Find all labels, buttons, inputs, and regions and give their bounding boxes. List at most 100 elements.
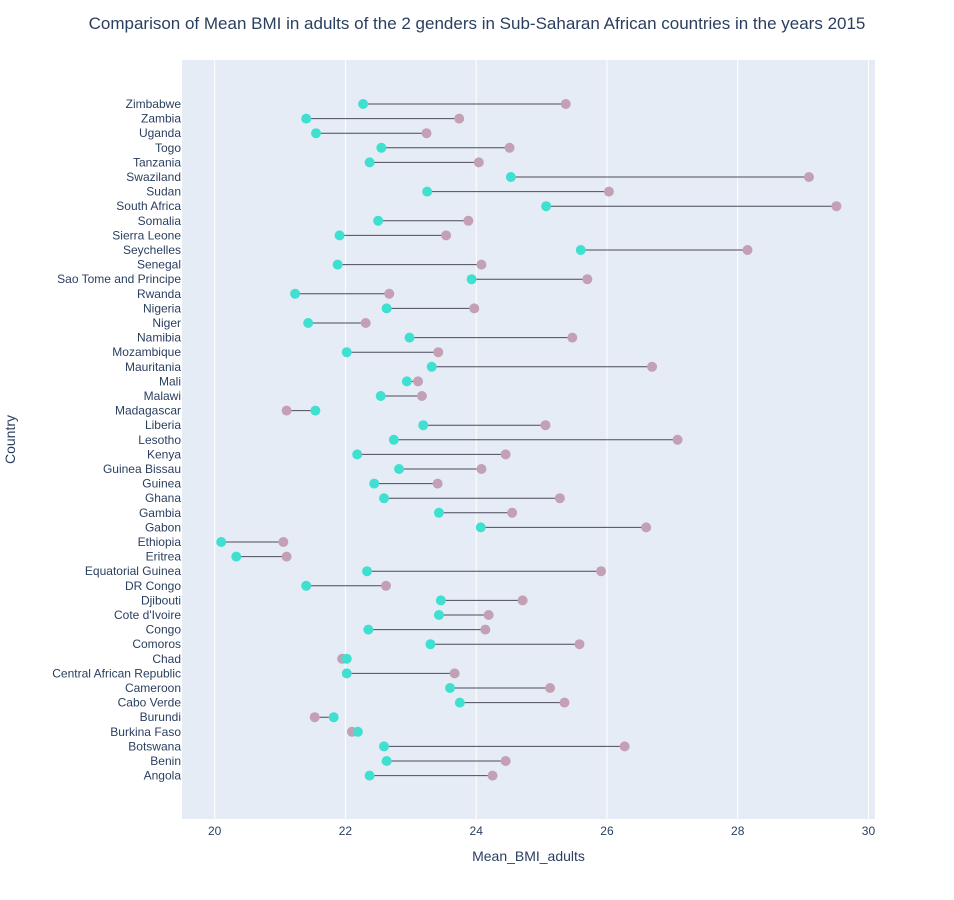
female-marker[interactable] [483, 610, 494, 620]
female-marker[interactable] [831, 201, 842, 212]
female-marker[interactable] [413, 376, 424, 387]
male-marker[interactable] [369, 478, 380, 489]
male-marker[interactable] [364, 157, 375, 168]
male-marker[interactable] [332, 259, 343, 270]
female-marker[interactable] [416, 391, 427, 401]
female-marker[interactable] [449, 668, 460, 679]
female-marker[interactable] [476, 259, 487, 270]
female-marker[interactable] [360, 318, 371, 328]
female-marker[interactable] [384, 288, 395, 299]
female-marker[interactable] [309, 712, 320, 723]
female-marker[interactable] [647, 361, 658, 372]
male-marker[interactable] [301, 580, 312, 591]
y-tick-label: Sierra Leone [112, 228, 181, 242]
male-marker[interactable] [352, 449, 363, 460]
female-marker[interactable] [641, 522, 652, 533]
female-marker[interactable] [278, 537, 289, 547]
female-marker[interactable] [421, 128, 432, 139]
x-tick-label: 20 [208, 824, 222, 838]
male-marker[interactable] [381, 303, 392, 314]
y-tick-label: Cote d'Ivoire [114, 608, 181, 622]
male-marker[interactable] [426, 361, 437, 372]
male-marker[interactable] [401, 376, 412, 387]
female-marker[interactable] [742, 245, 753, 255]
female-marker[interactable] [596, 566, 607, 577]
female-marker[interactable] [469, 303, 480, 314]
female-marker[interactable] [433, 347, 444, 358]
female-marker[interactable] [540, 420, 551, 431]
female-marker[interactable] [559, 697, 570, 708]
male-marker[interactable] [433, 610, 444, 620]
male-marker[interactable] [373, 215, 384, 226]
female-marker[interactable] [567, 332, 578, 343]
female-marker[interactable] [582, 274, 593, 285]
female-marker[interactable] [454, 113, 465, 124]
male-marker[interactable] [328, 712, 339, 723]
female-marker[interactable] [480, 624, 491, 635]
male-marker[interactable] [454, 697, 465, 708]
female-marker[interactable] [619, 741, 630, 752]
female-marker[interactable] [476, 464, 487, 474]
male-marker[interactable] [404, 332, 415, 343]
male-marker[interactable] [303, 318, 314, 328]
y-tick-label: Tanzania [133, 155, 181, 169]
male-marker[interactable] [575, 245, 586, 255]
male-marker[interactable] [388, 434, 399, 445]
chart-title: Comparison of Mean BMI in adults of the … [88, 14, 866, 33]
male-marker[interactable] [379, 741, 390, 752]
male-marker[interactable] [375, 391, 386, 401]
male-marker[interactable] [422, 186, 433, 197]
female-marker[interactable] [554, 493, 565, 504]
male-marker[interactable] [541, 201, 552, 212]
female-marker[interactable] [487, 770, 498, 781]
male-marker[interactable] [466, 274, 477, 285]
male-marker[interactable] [301, 113, 312, 124]
male-marker[interactable] [445, 683, 456, 693]
x-tick-label: 24 [470, 824, 484, 838]
male-marker[interactable] [341, 347, 352, 358]
female-marker[interactable] [500, 756, 511, 766]
male-marker[interactable] [425, 639, 436, 650]
male-marker[interactable] [435, 595, 446, 606]
female-marker[interactable] [517, 595, 528, 606]
male-marker[interactable] [290, 288, 301, 299]
female-marker[interactable] [441, 230, 452, 241]
female-marker[interactable] [463, 215, 474, 226]
male-marker[interactable] [363, 624, 374, 635]
male-marker[interactable] [379, 493, 390, 504]
female-marker[interactable] [281, 405, 292, 416]
male-marker[interactable] [216, 537, 227, 547]
female-marker[interactable] [504, 142, 515, 153]
male-marker[interactable] [418, 420, 429, 431]
female-marker[interactable] [574, 639, 585, 650]
male-marker[interactable] [341, 668, 352, 679]
male-marker[interactable] [364, 770, 375, 781]
y-tick-label: Congo [146, 623, 182, 637]
male-marker[interactable] [362, 566, 373, 577]
male-marker[interactable] [341, 653, 352, 664]
male-marker[interactable] [358, 99, 369, 109]
female-marker[interactable] [545, 683, 556, 693]
female-marker[interactable] [560, 99, 571, 109]
male-marker[interactable] [433, 507, 444, 518]
y-tick-label: South Africa [116, 199, 181, 213]
female-marker[interactable] [380, 580, 391, 591]
male-marker[interactable] [311, 128, 322, 139]
female-marker[interactable] [603, 186, 614, 197]
female-marker[interactable] [500, 449, 511, 460]
female-marker[interactable] [507, 507, 518, 518]
male-marker[interactable] [310, 405, 321, 416]
female-marker[interactable] [803, 172, 814, 182]
male-marker[interactable] [475, 522, 486, 533]
female-marker[interactable] [281, 551, 292, 562]
male-marker[interactable] [394, 464, 405, 474]
female-marker[interactable] [473, 157, 484, 168]
female-marker[interactable] [432, 478, 443, 489]
female-marker[interactable] [672, 434, 683, 445]
male-marker[interactable] [376, 142, 387, 153]
male-marker[interactable] [381, 756, 392, 766]
male-marker[interactable] [505, 172, 516, 182]
male-marker[interactable] [352, 726, 363, 737]
male-marker[interactable] [231, 551, 242, 562]
male-marker[interactable] [334, 230, 345, 241]
